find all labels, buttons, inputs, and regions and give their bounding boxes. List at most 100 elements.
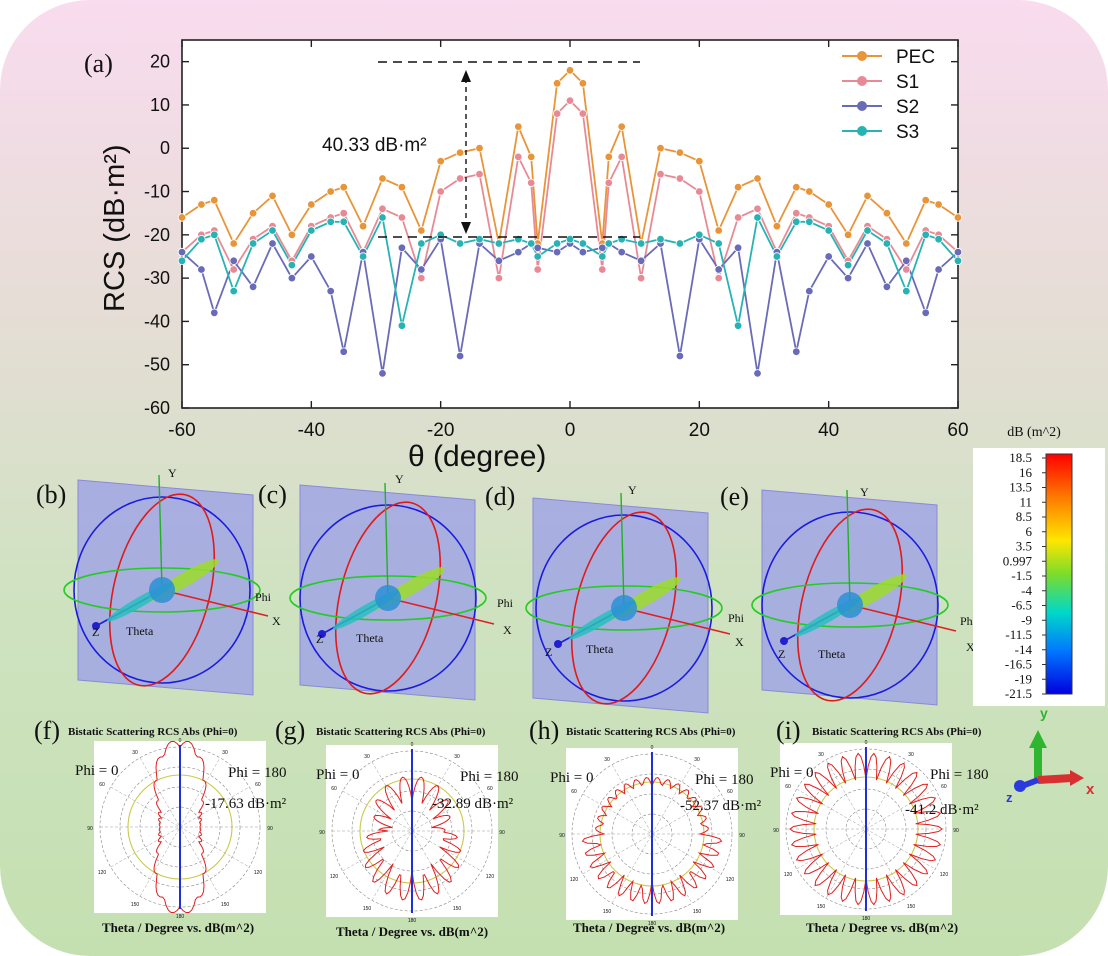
data-point-s3 (604, 239, 613, 248)
data-point-pec (772, 221, 782, 231)
axis-label-phi: Phi (728, 611, 745, 625)
polar-angle-label: 30 (604, 757, 610, 763)
polar-panel-4: 0 30 30 60 60 90 90 120 120 150 150 180 (i) Bistatic … (770, 716, 988, 935)
data-point-s2 (229, 256, 238, 265)
data-point-pec (863, 191, 872, 201)
data-point-s2 (953, 247, 963, 257)
z-axis-dot (554, 640, 562, 648)
polar-angle-label: 150 (453, 906, 462, 912)
polar-panel-2: 0 30 30 60 60 90 90 120 120 150 150 180 (g) Bistatic … (275, 716, 518, 939)
triad-y-label: y (1040, 705, 1048, 721)
x-tick-label: 40 (818, 420, 839, 441)
triad-x-head (1070, 770, 1084, 786)
data-point-pec (824, 200, 833, 209)
x-tick-label: 60 (947, 420, 968, 441)
colorbar-bg (973, 448, 1105, 706)
y-tick-label: 20 (150, 52, 170, 72)
y-tick-label: -20 (144, 225, 170, 245)
data-point-pec (514, 122, 523, 131)
axis-label-x: X (966, 640, 975, 654)
data-point-s3 (863, 226, 872, 235)
y-tick-label: 0 (160, 138, 170, 158)
data-point-pec (326, 187, 335, 196)
sphere-outline (299, 504, 477, 692)
data-point-s1 (565, 96, 575, 105)
axis-label-theta: Theta (126, 624, 154, 638)
data-point-s1 (792, 208, 801, 218)
lobe-core (837, 592, 863, 618)
colorbar-title: dB (m^2) (1007, 425, 1061, 440)
data-point-s1 (339, 208, 348, 218)
panels-polar: 0 30 30 60 60 90 90 120 120 150 150 180 (f) Bistatic … (34, 716, 988, 939)
axis-ticks: -60 -40 -20 0 20 40 60 20 10 0 -10 -20 -30 -40 -50 -60 (144, 40, 969, 441)
colorbar-tick-label: -19 (1015, 671, 1032, 686)
data-point-s3 (714, 239, 723, 248)
axis-label-x: X (503, 623, 512, 637)
polar-panel-1: 0 30 30 60 60 90 90 120 120 150 150 180 (f) Bistatic … (34, 716, 287, 935)
phi-right-label: Phi = 180 (930, 767, 988, 783)
x-axis-line (387, 597, 495, 625)
data-point-s1 (475, 169, 484, 179)
data-point-pec (953, 213, 963, 222)
data-point-s3 (339, 217, 348, 226)
data-point-pec (565, 66, 575, 75)
data-point-s3 (210, 230, 219, 239)
data-point-s1 (397, 213, 407, 222)
series-group (177, 66, 963, 378)
data-point-s3 (695, 230, 704, 239)
polar-angle-label: 180 (176, 914, 185, 920)
colorbar-tick-label: 11 (1019, 494, 1032, 509)
y-tick-label: -30 (144, 268, 170, 288)
data-point-pec (805, 187, 814, 196)
polar-value-label: -32.89 dB·m² (432, 796, 514, 812)
polar-angle-label: 180 (408, 918, 417, 924)
data-point-pec (210, 195, 219, 205)
data-point-s1 (578, 109, 588, 118)
data-point-s3 (417, 239, 426, 248)
sphere-outline (761, 511, 939, 699)
data-point-s2 (805, 286, 814, 296)
sphere-outline (73, 496, 251, 684)
data-point-s3 (177, 256, 187, 265)
polar-angle-label: 90 (499, 830, 505, 836)
data-point-pec (417, 226, 426, 235)
axis-triad: y z x (1006, 705, 1095, 805)
data-point-pec (552, 79, 562, 88)
axis-label-phi: Phi (255, 590, 272, 604)
data-point-s3 (598, 252, 607, 261)
panel-label-a: (a) (84, 49, 113, 78)
data-point-s1 (229, 265, 238, 274)
data-point-s2 (417, 265, 426, 274)
arrow-down-head (461, 222, 471, 234)
axis-label-y: Y (395, 472, 404, 486)
annotation-group: 40.33 dB·m² (322, 61, 640, 238)
data-point-s2 (339, 347, 348, 356)
data-point-s1 (598, 265, 607, 274)
polar-angle-label: 90 (773, 828, 779, 834)
panel-c: (c) Y X Z Theta Phi (258, 472, 514, 701)
data-point-s2 (675, 351, 685, 361)
data-point-s3 (792, 217, 801, 226)
polar-title: Bistatic Scattering RCS Abs (Phi=0) (566, 726, 736, 738)
lobe-core (375, 585, 401, 611)
lobe-core (149, 577, 175, 603)
data-point-pec (436, 156, 445, 166)
polar-angle-label: 90 (953, 828, 959, 834)
polar-angle-label: 0 (411, 742, 414, 748)
polar-panel-label: (h) (529, 716, 559, 745)
data-point-s1 (714, 273, 723, 283)
polar-angle-label: 0 (865, 740, 868, 746)
data-point-s3 (578, 239, 588, 248)
data-point-pec (578, 79, 588, 88)
polar-angle-label: 30 (454, 754, 460, 760)
data-point-s3 (268, 226, 277, 235)
data-point-pec (527, 152, 536, 162)
data-point-s3 (378, 213, 387, 222)
data-point-s1 (695, 187, 704, 196)
y-axis-label: RCS (dB·m²) (99, 144, 131, 312)
polar-angle-label: 120 (330, 874, 339, 880)
arrow-up-head (461, 70, 471, 82)
z-axis-dot (92, 622, 100, 630)
polar-angle-label: 180 (648, 921, 657, 927)
data-point-s2 (326, 286, 335, 296)
